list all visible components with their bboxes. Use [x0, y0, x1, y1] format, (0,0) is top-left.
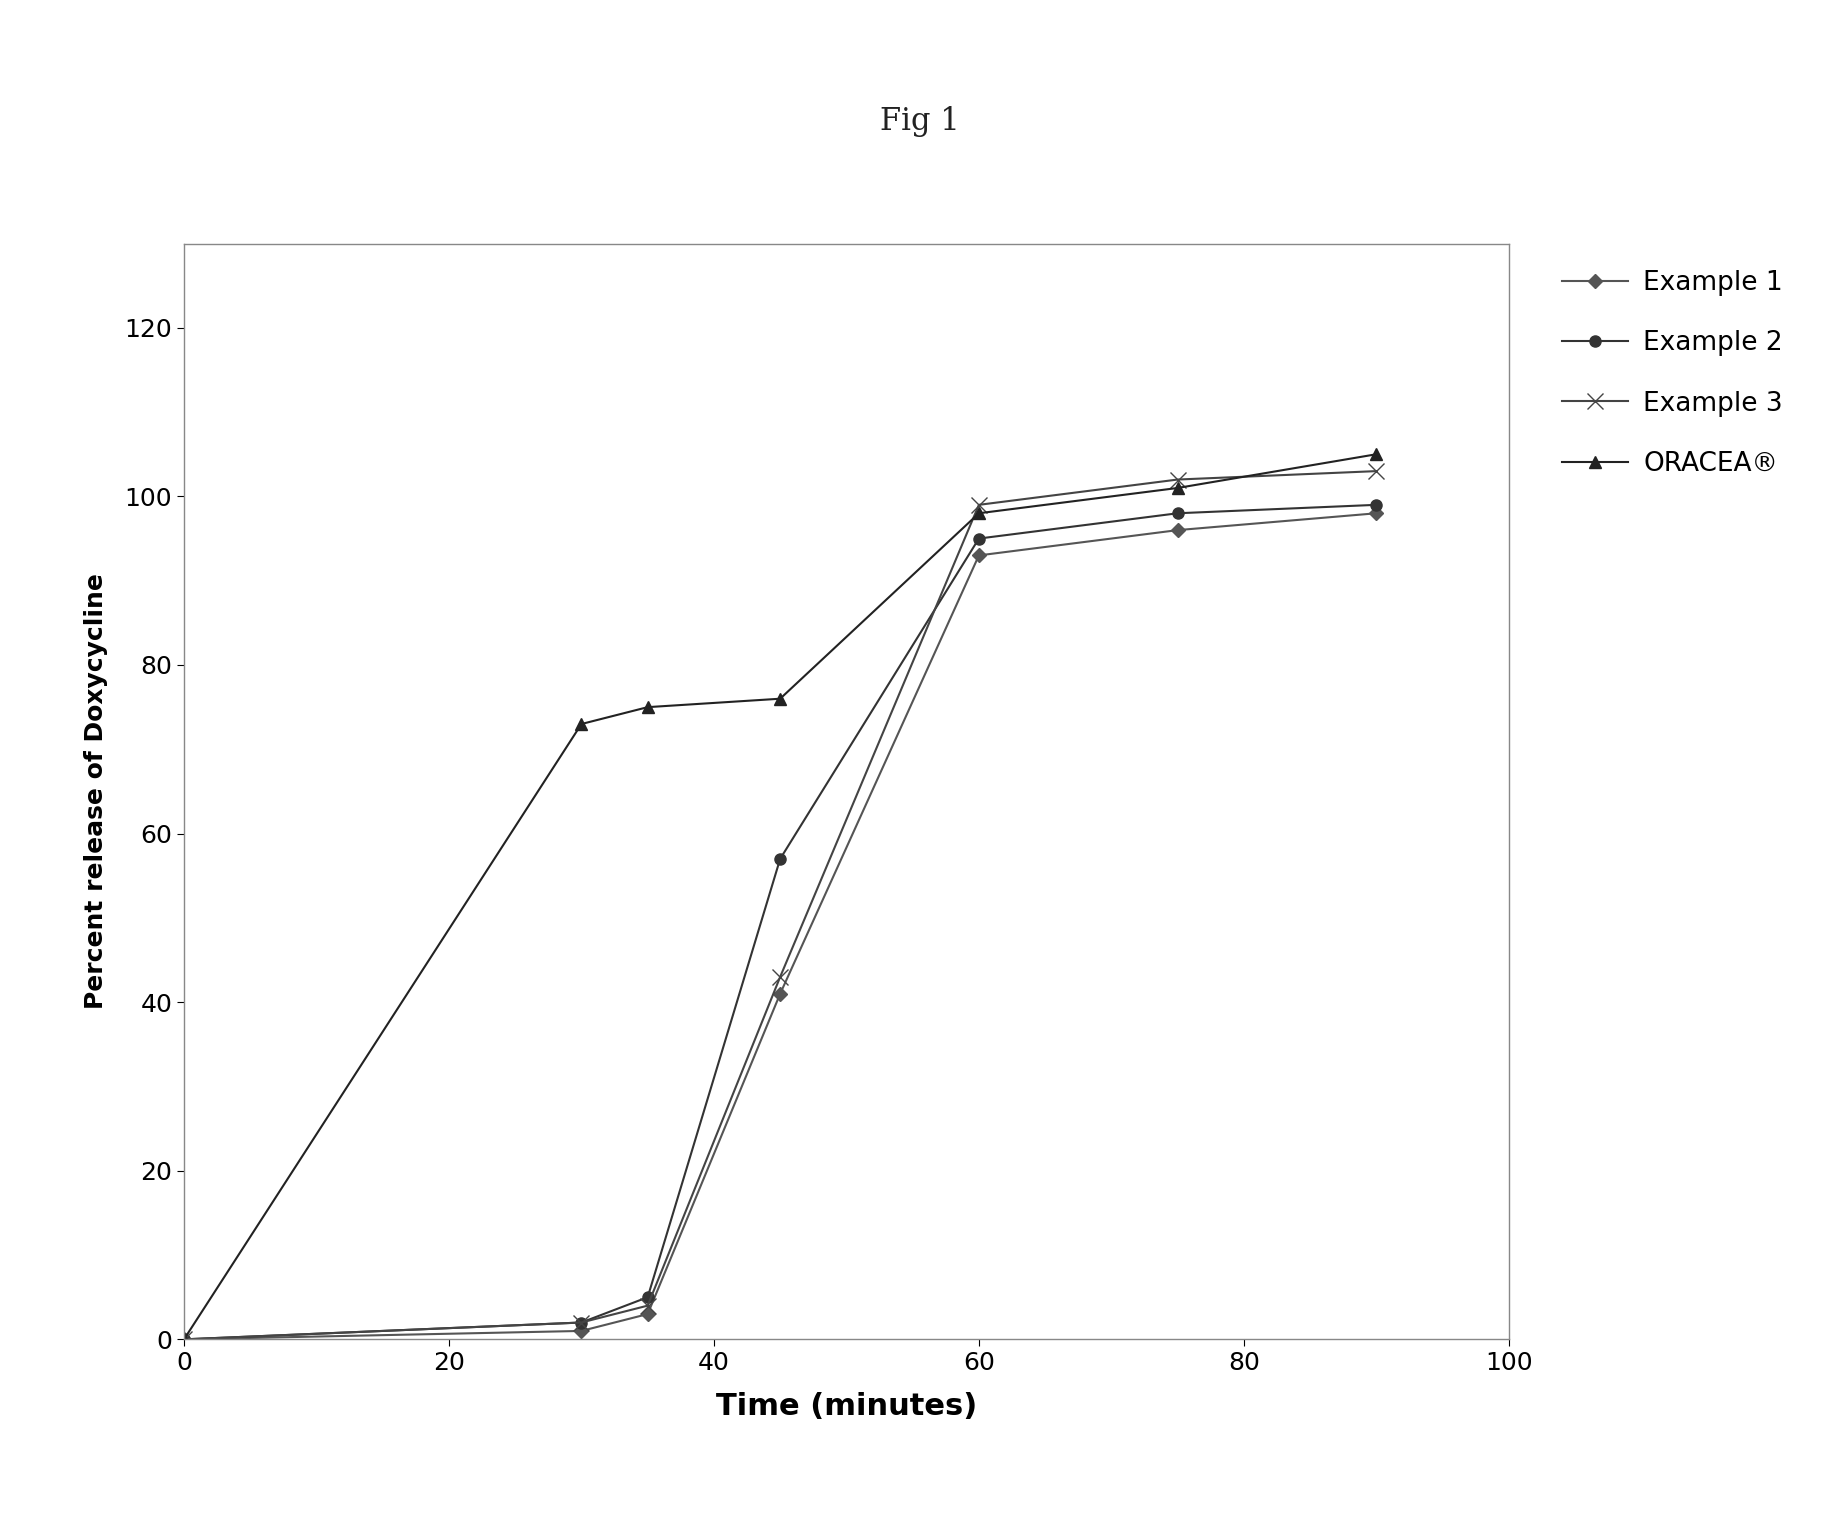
Example 1 [769, 985, 791, 1003]
ORACEA® [769, 689, 791, 708]
Example 2 [1166, 504, 1188, 522]
Example 3 [173, 1330, 195, 1348]
Example 2 [769, 849, 791, 868]
Example 3 [1166, 470, 1188, 489]
Example 1 [173, 1330, 195, 1348]
Line: Example 1: Example 1 [178, 508, 1381, 1344]
Example 3 [570, 1313, 592, 1332]
Text: Fig 1: Fig 1 [879, 107, 960, 137]
Example 2 [967, 530, 989, 548]
Y-axis label: Percent release of Doxycycline: Percent release of Doxycycline [85, 574, 109, 1009]
Example 1 [570, 1321, 592, 1339]
ORACEA® [967, 504, 989, 522]
Example 2 [570, 1313, 592, 1332]
Line: ORACEA®: ORACEA® [178, 447, 1381, 1345]
ORACEA® [1166, 479, 1188, 498]
ORACEA® [570, 715, 592, 734]
Example 3 [769, 968, 791, 986]
Example 2 [636, 1288, 658, 1306]
ORACEA® [173, 1330, 195, 1348]
Example 2 [173, 1330, 195, 1348]
ORACEA® [636, 699, 658, 717]
Example 1 [967, 546, 989, 565]
Line: Example 3: Example 3 [177, 464, 1383, 1347]
Example 3 [636, 1297, 658, 1315]
Example 3 [1365, 463, 1387, 481]
ORACEA® [1365, 444, 1387, 463]
Example 1 [1365, 504, 1387, 522]
Example 1 [636, 1304, 658, 1323]
Line: Example 2: Example 2 [178, 499, 1381, 1345]
Example 3 [967, 496, 989, 514]
Example 2 [1365, 496, 1387, 514]
Legend: Example 1, Example 2, Example 3, ORACEA®: Example 1, Example 2, Example 3, ORACEA® [1548, 257, 1795, 490]
X-axis label: Time (minutes): Time (minutes) [715, 1391, 977, 1422]
Example 1 [1166, 521, 1188, 539]
